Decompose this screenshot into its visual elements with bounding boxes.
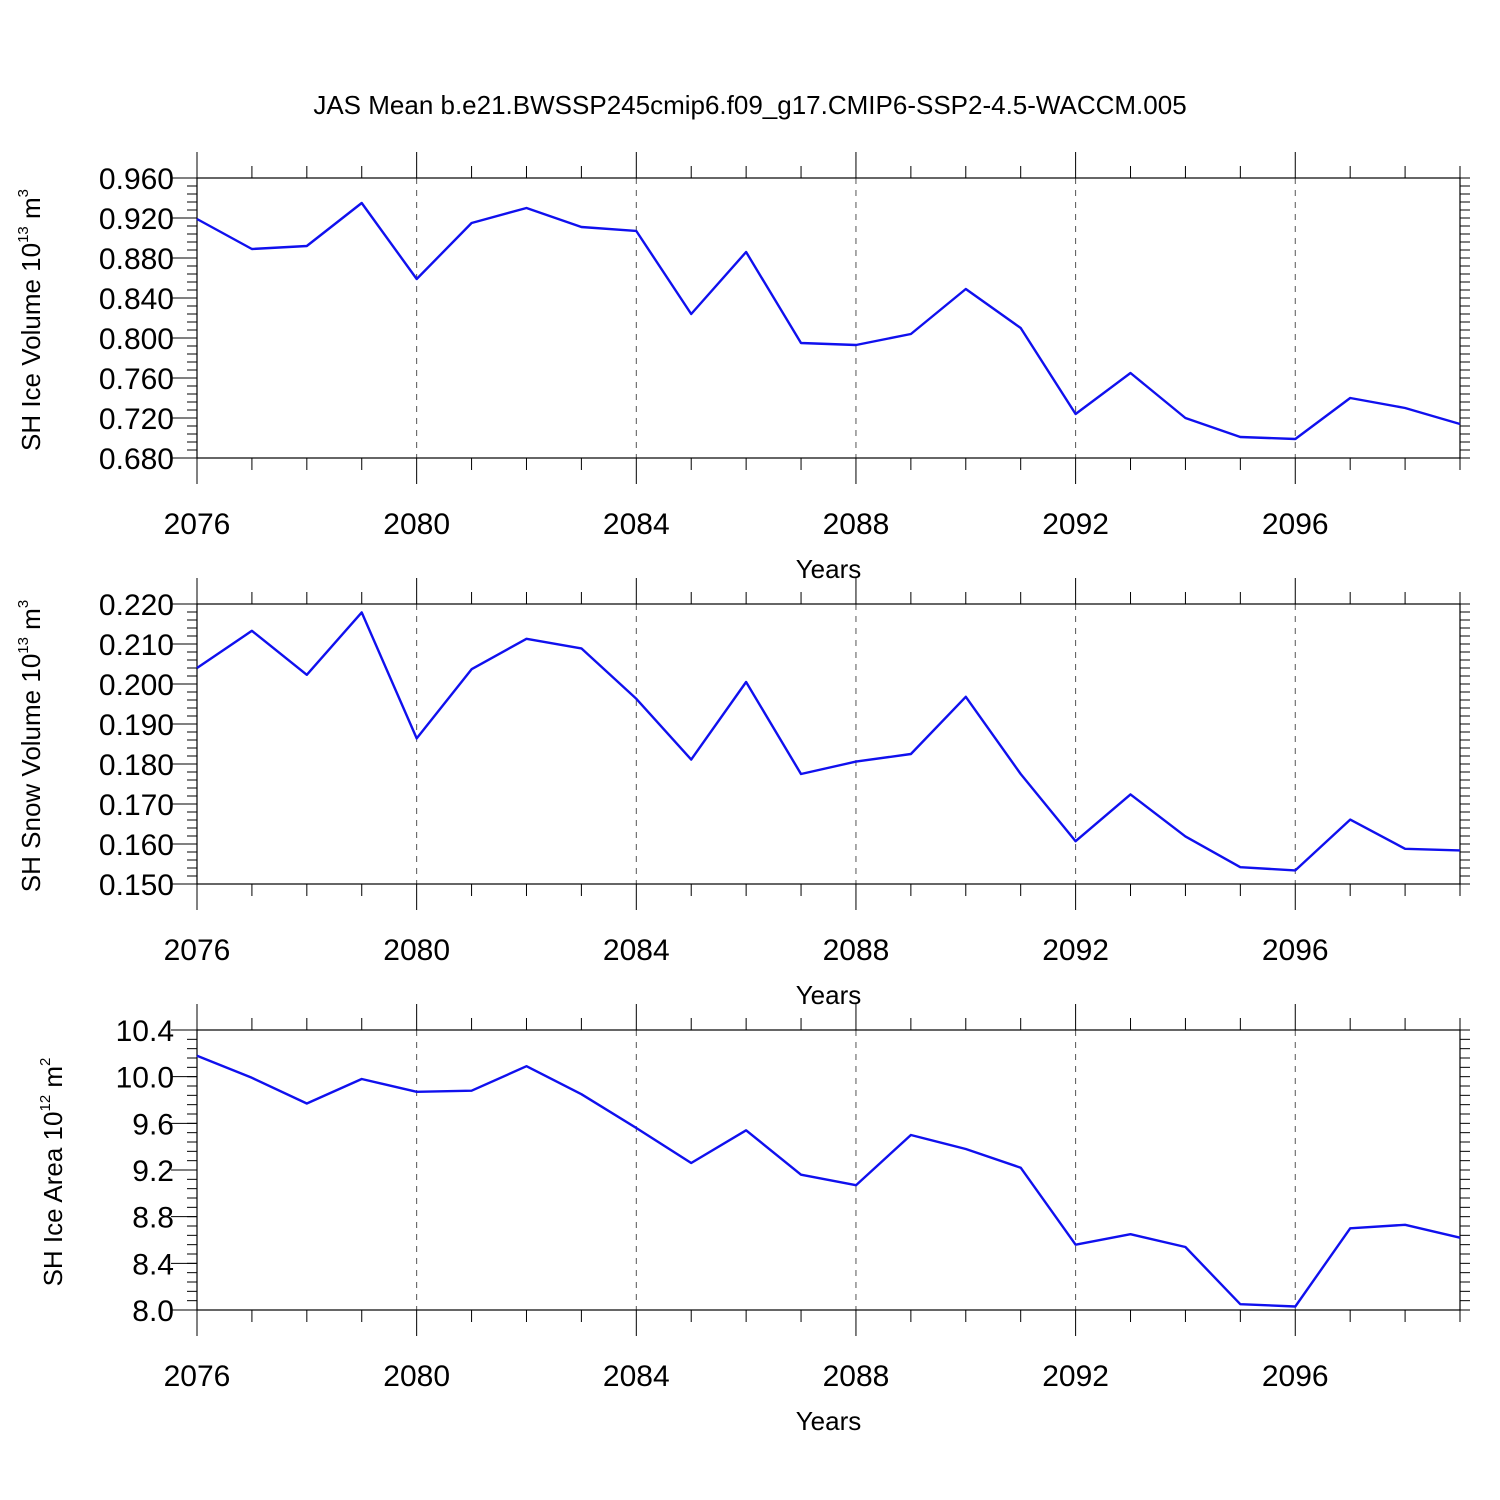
x-tick-label: 2076 [164,934,231,967]
y-tick-label: 0.960 [99,163,174,196]
y-axis-label: SH Snow Volume 1013 m3 [15,600,46,892]
y-tick-label: 0.180 [99,749,174,782]
x-tick-label: 2092 [1042,1360,1109,1393]
y-axis-label: SH Ice Volume 1013 m3 [15,189,46,451]
y-tick-label: 0.150 [99,869,174,902]
chart-panel-3: 2076 2080 2084 2088 2092 2096 Years 8.0 8.4 8.8 9.… [37,1004,1470,1436]
x-tick-label: 2080 [383,508,450,541]
y-tick-label: 0.840 [99,283,174,316]
y-tick-label: 10.0 [116,1062,174,1095]
plot-frame [196,177,1461,459]
x-tick-label: 2076 [164,1360,231,1393]
chart-panel-2: 2076 2080 2084 2088 2092 2096 Years 0.150 0.160 0… [15,578,1470,1010]
y-tick-label: 9.2 [132,1155,174,1188]
y-tick-label: 0.800 [99,323,174,356]
x-tick-label: 2080 [383,1360,450,1393]
y-axis-label: SH Ice Area 1012 m2 [37,1058,68,1287]
x-tick-label: 2080 [383,934,450,967]
y-tick-label: 8.8 [132,1202,174,1235]
x-tick-label: 2088 [823,1360,890,1393]
y-tick-label: 10.4 [116,1015,174,1048]
x-axis-label: Years [796,1406,862,1436]
series-line [196,611,1461,872]
plot-frame [196,603,1461,885]
figure-title: JAS Mean b.e21.BWSSP245cmip6.f09_g17.CMI… [313,90,1186,120]
y-tick-label: 0.210 [99,629,174,662]
x-tick-label: 2084 [603,934,670,967]
y-tick-label: 0.680 [99,443,174,476]
x-axis-label: Years [796,554,862,584]
y-tick-label: 9.6 [132,1108,174,1141]
x-tick-label: 2076 [164,508,231,541]
y-tick-label: 0.220 [99,589,174,622]
x-tick-label: 2084 [603,508,670,541]
y-tick-label: 0.920 [99,203,174,236]
y-tick-label: 0.200 [99,669,174,702]
x-tick-label: 2096 [1262,934,1329,967]
x-axis-label: Years [796,980,862,1010]
y-tick-label: 8.0 [132,1295,174,1328]
x-tick-label: 2088 [823,934,890,967]
x-tick-label: 2092 [1042,934,1109,967]
x-tick-label: 2096 [1262,1360,1329,1393]
chart-panel-1: 2076 2080 2084 2088 2092 2096 Years 0.680 0.720 0… [15,152,1470,584]
y-tick-label: 0.760 [99,363,174,396]
x-tick-label: 2096 [1262,508,1329,541]
y-tick-label: 0.170 [99,789,174,822]
y-tick-label: 8.4 [132,1248,174,1281]
x-tick-label: 2084 [603,1360,670,1393]
plot-frame [196,1029,1461,1311]
y-tick-label: 0.720 [99,403,174,436]
series-line [196,1054,1461,1308]
y-tick-label: 0.160 [99,829,174,862]
series-line [196,201,1461,441]
y-tick-label: 0.880 [99,243,174,276]
y-tick-label: 0.190 [99,709,174,742]
x-tick-label: 2092 [1042,508,1109,541]
x-tick-label: 2088 [823,508,890,541]
